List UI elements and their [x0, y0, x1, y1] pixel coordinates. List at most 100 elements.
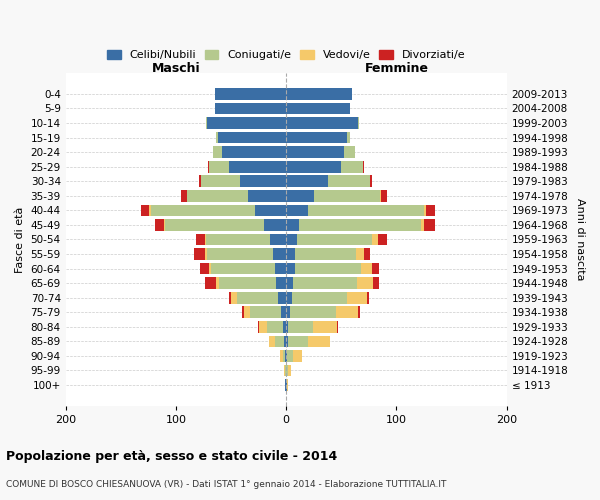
Bar	[149, 204, 151, 216]
Bar	[286, 350, 287, 362]
Bar	[264, 219, 286, 230]
Bar	[370, 176, 372, 187]
Bar	[208, 161, 209, 172]
Bar	[336, 306, 358, 318]
Bar	[286, 248, 295, 260]
Bar	[424, 204, 426, 216]
Bar	[289, 321, 313, 332]
Bar	[356, 248, 364, 260]
Bar	[181, 190, 187, 202]
Bar	[285, 364, 286, 376]
Bar	[229, 161, 286, 172]
Bar	[313, 321, 337, 332]
Bar	[284, 336, 286, 347]
Bar	[164, 219, 165, 230]
Bar	[286, 88, 352, 100]
Bar	[424, 219, 435, 230]
Bar	[286, 321, 289, 332]
Bar	[292, 292, 347, 304]
Bar	[256, 204, 286, 216]
Bar	[236, 292, 278, 304]
Bar	[286, 336, 289, 347]
Bar	[151, 204, 256, 216]
Bar	[276, 278, 286, 289]
Bar	[250, 306, 281, 318]
Bar	[299, 219, 421, 230]
Bar	[358, 306, 360, 318]
Bar	[287, 350, 293, 362]
Bar	[337, 321, 338, 332]
Text: Maschi: Maschi	[152, 62, 200, 75]
Bar	[289, 364, 290, 376]
Bar	[286, 204, 308, 216]
Bar	[341, 161, 364, 172]
Bar	[293, 278, 357, 289]
Bar	[257, 321, 259, 332]
Bar	[357, 278, 373, 289]
Bar	[380, 190, 381, 202]
Bar	[278, 292, 286, 304]
Bar	[155, 219, 164, 230]
Bar	[269, 336, 275, 347]
Bar	[207, 248, 273, 260]
Bar	[347, 292, 367, 304]
Bar	[286, 262, 295, 274]
Bar	[209, 262, 211, 274]
Bar	[308, 204, 424, 216]
Bar	[219, 278, 276, 289]
Bar	[347, 132, 350, 143]
Bar	[194, 248, 205, 260]
Bar	[372, 234, 378, 245]
Bar	[268, 321, 283, 332]
Bar	[199, 176, 201, 187]
Y-axis label: Anni di nascita: Anni di nascita	[575, 198, 585, 280]
Bar	[214, 146, 222, 158]
Bar	[285, 379, 286, 391]
Bar	[231, 292, 236, 304]
Bar	[215, 88, 286, 100]
Bar	[215, 278, 219, 289]
Bar	[281, 306, 286, 318]
Bar	[295, 262, 361, 274]
Legend: Celibi/Nubili, Coniugati/e, Vedovi/e, Divorziati/e: Celibi/Nubili, Coniugati/e, Vedovi/e, Di…	[103, 45, 469, 64]
Bar	[280, 350, 283, 362]
Bar	[285, 350, 286, 362]
Bar	[283, 350, 285, 362]
Bar	[229, 292, 231, 304]
Bar	[201, 176, 240, 187]
Bar	[358, 117, 359, 129]
Bar	[269, 234, 286, 245]
Bar	[205, 234, 206, 245]
Bar	[373, 278, 379, 289]
Bar	[218, 132, 286, 143]
Bar	[372, 262, 379, 274]
Bar	[259, 321, 268, 332]
Bar	[273, 248, 286, 260]
Bar	[364, 248, 370, 260]
Bar	[206, 234, 269, 245]
Bar	[206, 117, 207, 129]
Bar	[295, 248, 356, 260]
Bar	[289, 336, 308, 347]
Bar	[140, 204, 149, 216]
Bar	[283, 321, 286, 332]
Bar	[287, 379, 289, 391]
Bar	[286, 234, 297, 245]
Bar	[275, 262, 286, 274]
Bar	[196, 234, 205, 245]
Bar	[286, 132, 347, 143]
Text: Femmine: Femmine	[364, 62, 428, 75]
Bar	[215, 102, 286, 115]
Bar	[242, 306, 244, 318]
Bar	[222, 146, 286, 158]
Bar	[381, 190, 386, 202]
Bar	[207, 117, 286, 129]
Bar	[308, 336, 331, 347]
Bar	[314, 190, 380, 202]
Bar	[200, 262, 209, 274]
Bar	[286, 190, 314, 202]
Bar	[211, 262, 275, 274]
Bar	[205, 248, 207, 260]
Bar	[361, 262, 372, 274]
Bar	[367, 292, 369, 304]
